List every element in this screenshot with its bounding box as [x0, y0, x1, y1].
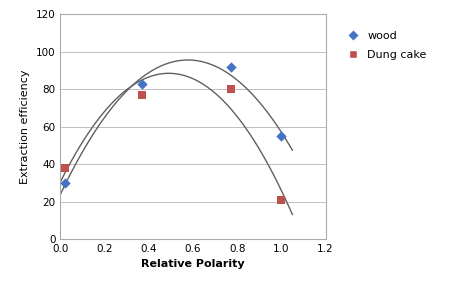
- Point: [227, 87, 234, 92]
- Point: [278, 134, 285, 138]
- Point: [139, 93, 146, 97]
- Legend: wood, Dung cake: wood, Dung cake: [342, 31, 426, 60]
- X-axis label: Relative Polarity: Relative Polarity: [141, 259, 245, 270]
- Point: [61, 166, 69, 170]
- Point: [61, 181, 69, 185]
- Point: [227, 65, 234, 69]
- Y-axis label: Extraction efficiency: Extraction efficiency: [20, 69, 30, 184]
- Point: [139, 81, 146, 86]
- Point: [278, 198, 285, 202]
